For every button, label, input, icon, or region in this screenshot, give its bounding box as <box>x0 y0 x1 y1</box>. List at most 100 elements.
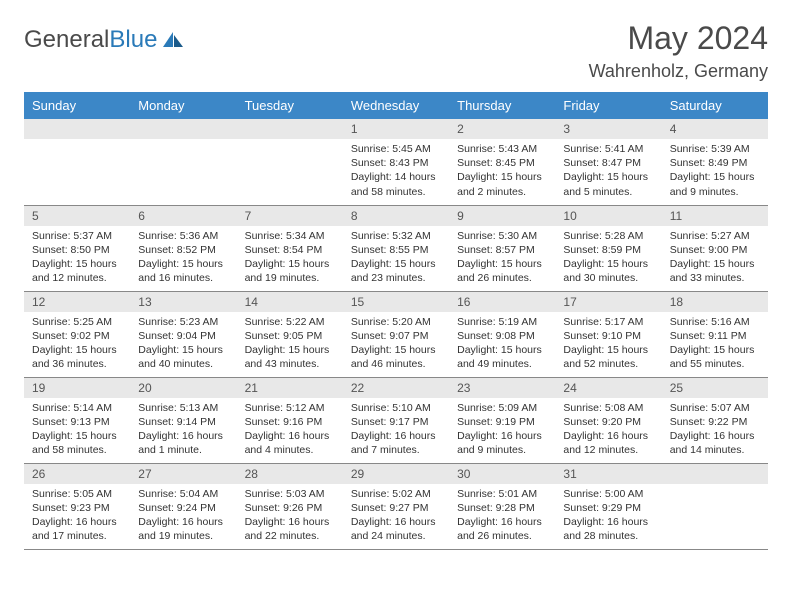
sunset-line: Sunset: 9:24 PM <box>138 501 228 515</box>
day-content: Sunrise: 5:32 AMSunset: 8:55 PMDaylight:… <box>343 226 449 289</box>
day-content: Sunrise: 5:20 AMSunset: 9:07 PMDaylight:… <box>343 312 449 375</box>
day-content: Sunrise: 5:37 AMSunset: 8:50 PMDaylight:… <box>24 226 130 289</box>
sunset-line: Sunset: 9:23 PM <box>32 501 122 515</box>
calendar-cell: 16Sunrise: 5:19 AMSunset: 9:08 PMDayligh… <box>449 291 555 377</box>
day-content: Sunrise: 5:04 AMSunset: 9:24 PMDaylight:… <box>130 484 236 547</box>
daylight-line: Daylight: 16 hours and 7 minutes. <box>351 429 441 457</box>
logo-part1: General <box>24 26 109 53</box>
day-content: Sunrise: 5:39 AMSunset: 8:49 PMDaylight:… <box>662 139 768 202</box>
daylight-line: Daylight: 16 hours and 24 minutes. <box>351 515 441 543</box>
day-content: Sunrise: 5:34 AMSunset: 8:54 PMDaylight:… <box>237 226 343 289</box>
day-content: Sunrise: 5:13 AMSunset: 9:14 PMDaylight:… <box>130 398 236 461</box>
sunrise-line: Sunrise: 5:09 AM <box>457 401 547 415</box>
calendar-cell: 3Sunrise: 5:41 AMSunset: 8:47 PMDaylight… <box>555 119 661 205</box>
sunset-line: Sunset: 9:29 PM <box>563 501 653 515</box>
sunrise-line: Sunrise: 5:19 AM <box>457 315 547 329</box>
calendar-cell: 28Sunrise: 5:03 AMSunset: 9:26 PMDayligh… <box>237 463 343 549</box>
day-content: Sunrise: 5:03 AMSunset: 9:26 PMDaylight:… <box>237 484 343 547</box>
day-number: 29 <box>343 464 449 484</box>
day-number: 20 <box>130 378 236 398</box>
day-content: Sunrise: 5:14 AMSunset: 9:13 PMDaylight:… <box>24 398 130 461</box>
sunset-line: Sunset: 9:04 PM <box>138 329 228 343</box>
daylight-line: Daylight: 15 hours and 58 minutes. <box>32 429 122 457</box>
calendar-cell: 8Sunrise: 5:32 AMSunset: 8:55 PMDaylight… <box>343 205 449 291</box>
day-number: 10 <box>555 206 661 226</box>
daylight-line: Daylight: 16 hours and 22 minutes. <box>245 515 335 543</box>
day-content: Sunrise: 5:07 AMSunset: 9:22 PMDaylight:… <box>662 398 768 461</box>
sunset-line: Sunset: 9:10 PM <box>563 329 653 343</box>
day-number: 4 <box>662 119 768 139</box>
calendar-cell: 19Sunrise: 5:14 AMSunset: 9:13 PMDayligh… <box>24 377 130 463</box>
title-area: May 2024 Wahrenholz, Germany <box>589 20 768 82</box>
day-number: 12 <box>24 292 130 312</box>
sail-icon <box>161 31 185 49</box>
calendar-cell <box>237 119 343 205</box>
daylight-line: Daylight: 15 hours and 5 minutes. <box>563 170 653 198</box>
daylight-line: Daylight: 15 hours and 26 minutes. <box>457 257 547 285</box>
day-number: 5 <box>24 206 130 226</box>
sunset-line: Sunset: 9:02 PM <box>32 329 122 343</box>
calendar-cell: 11Sunrise: 5:27 AMSunset: 9:00 PMDayligh… <box>662 205 768 291</box>
day-number: 24 <box>555 378 661 398</box>
daylight-line: Daylight: 15 hours and 9 minutes. <box>670 170 760 198</box>
weekday-header: Thursday <box>449 92 555 119</box>
sunset-line: Sunset: 8:50 PM <box>32 243 122 257</box>
day-number: 7 <box>237 206 343 226</box>
weekday-header: Monday <box>130 92 236 119</box>
sunrise-line: Sunrise: 5:02 AM <box>351 487 441 501</box>
day-number: 9 <box>449 206 555 226</box>
calendar-cell: 12Sunrise: 5:25 AMSunset: 9:02 PMDayligh… <box>24 291 130 377</box>
sunrise-line: Sunrise: 5:13 AM <box>138 401 228 415</box>
sunset-line: Sunset: 9:20 PM <box>563 415 653 429</box>
day-content: Sunrise: 5:30 AMSunset: 8:57 PMDaylight:… <box>449 226 555 289</box>
sunrise-line: Sunrise: 5:30 AM <box>457 229 547 243</box>
calendar-cell: 9Sunrise: 5:30 AMSunset: 8:57 PMDaylight… <box>449 205 555 291</box>
empty-cell <box>130 119 236 139</box>
sunset-line: Sunset: 8:47 PM <box>563 156 653 170</box>
location: Wahrenholz, Germany <box>589 61 768 82</box>
daylight-line: Daylight: 16 hours and 9 minutes. <box>457 429 547 457</box>
sunrise-line: Sunrise: 5:39 AM <box>670 142 760 156</box>
day-number: 2 <box>449 119 555 139</box>
day-content: Sunrise: 5:23 AMSunset: 9:04 PMDaylight:… <box>130 312 236 375</box>
day-number: 11 <box>662 206 768 226</box>
sunset-line: Sunset: 9:08 PM <box>457 329 547 343</box>
sunset-line: Sunset: 9:17 PM <box>351 415 441 429</box>
sunrise-line: Sunrise: 5:14 AM <box>32 401 122 415</box>
daylight-line: Daylight: 15 hours and 2 minutes. <box>457 170 547 198</box>
daylight-line: Daylight: 14 hours and 58 minutes. <box>351 170 441 198</box>
calendar-cell: 15Sunrise: 5:20 AMSunset: 9:07 PMDayligh… <box>343 291 449 377</box>
calendar-cell: 25Sunrise: 5:07 AMSunset: 9:22 PMDayligh… <box>662 377 768 463</box>
sunrise-line: Sunrise: 5:27 AM <box>670 229 760 243</box>
day-number: 13 <box>130 292 236 312</box>
daylight-line: Daylight: 15 hours and 40 minutes. <box>138 343 228 371</box>
day-number: 31 <box>555 464 661 484</box>
empty-cell <box>662 464 768 484</box>
sunrise-line: Sunrise: 5:34 AM <box>245 229 335 243</box>
calendar-cell: 14Sunrise: 5:22 AMSunset: 9:05 PMDayligh… <box>237 291 343 377</box>
weekday-header: Sunday <box>24 92 130 119</box>
calendar-cell: 4Sunrise: 5:39 AMSunset: 8:49 PMDaylight… <box>662 119 768 205</box>
day-number: 18 <box>662 292 768 312</box>
day-number: 3 <box>555 119 661 139</box>
sunset-line: Sunset: 9:14 PM <box>138 415 228 429</box>
calendar-cell: 2Sunrise: 5:43 AMSunset: 8:45 PMDaylight… <box>449 119 555 205</box>
weekday-row: SundayMondayTuesdayWednesdayThursdayFrid… <box>24 92 768 119</box>
daylight-line: Daylight: 16 hours and 17 minutes. <box>32 515 122 543</box>
day-content: Sunrise: 5:41 AMSunset: 8:47 PMDaylight:… <box>555 139 661 202</box>
daylight-line: Daylight: 15 hours and 23 minutes. <box>351 257 441 285</box>
calendar-table: SundayMondayTuesdayWednesdayThursdayFrid… <box>24 92 768 550</box>
day-content: Sunrise: 5:27 AMSunset: 9:00 PMDaylight:… <box>662 226 768 289</box>
sunset-line: Sunset: 9:00 PM <box>670 243 760 257</box>
calendar-cell: 6Sunrise: 5:36 AMSunset: 8:52 PMDaylight… <box>130 205 236 291</box>
sunrise-line: Sunrise: 5:16 AM <box>670 315 760 329</box>
day-content: Sunrise: 5:43 AMSunset: 8:45 PMDaylight:… <box>449 139 555 202</box>
sunrise-line: Sunrise: 5:32 AM <box>351 229 441 243</box>
sunset-line: Sunset: 8:49 PM <box>670 156 760 170</box>
sunrise-line: Sunrise: 5:12 AM <box>245 401 335 415</box>
calendar-cell: 21Sunrise: 5:12 AMSunset: 9:16 PMDayligh… <box>237 377 343 463</box>
month-title: May 2024 <box>589 20 768 57</box>
weekday-header: Wednesday <box>343 92 449 119</box>
sunset-line: Sunset: 9:13 PM <box>32 415 122 429</box>
day-content: Sunrise: 5:17 AMSunset: 9:10 PMDaylight:… <box>555 312 661 375</box>
